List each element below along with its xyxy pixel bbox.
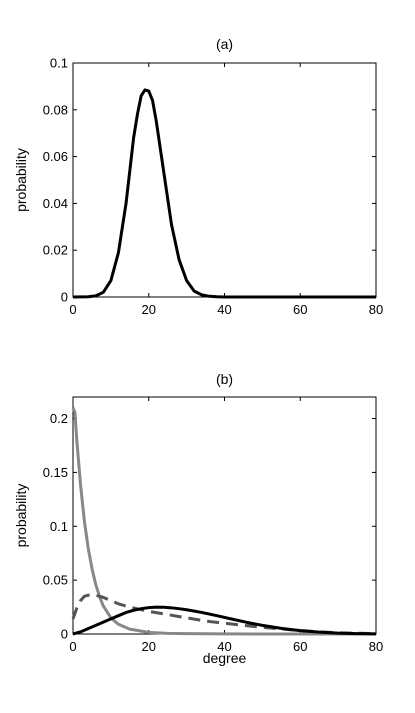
y-axis-label: probability (13, 148, 29, 212)
plot-frame (72, 396, 377, 635)
y-tick-label: 0.06 (43, 149, 68, 164)
x-tick-label: 20 (142, 639, 156, 654)
series-line-3 (72, 605, 377, 636)
x-tick-label: 20 (142, 302, 156, 317)
x-tick-label: 60 (293, 302, 307, 317)
y-tick-label: 0.02 (43, 243, 68, 258)
y-axis-label: probability (13, 484, 29, 548)
y-tick-label: 0.1 (50, 519, 68, 534)
series-line-1 (71, 407, 376, 636)
x-tick-label: 60 (293, 639, 307, 654)
panel-a: 0 20 40 60 80 0 0.02 0.04 0.06 0.08 0.1 (a) probabil… (13, 36, 383, 317)
panel-b: 0 20 40 60 80 0 0.05 0.1 0.15 0.2 (b) probability de… (13, 371, 383, 666)
y-tick-label: 0.08 (43, 102, 68, 117)
y-tick-label: 0 (61, 290, 68, 305)
x-tick-label: 40 (217, 639, 231, 654)
x-tick-label: 80 (369, 639, 383, 654)
x-axis-label: degree (203, 650, 247, 666)
x-tick-label: 80 (369, 302, 383, 317)
chart-title: (b) (216, 371, 233, 387)
y-tick-label: 0.15 (43, 465, 68, 480)
y-tick-label: 0.1 (50, 56, 68, 71)
x-tick-label: 0 (69, 302, 76, 317)
series-line-1 (72, 88, 376, 299)
y-tick-label: 0.2 (50, 411, 68, 426)
x-tick-label: 0 (69, 639, 76, 654)
x-tick-label: 40 (217, 302, 231, 317)
y-tick-label: 0 (61, 627, 68, 642)
y-tick-label: 0.05 (43, 573, 68, 588)
y-tick-label: 0.04 (43, 196, 68, 211)
plot-frame (72, 62, 377, 298)
chart-title: (a) (216, 36, 233, 52)
